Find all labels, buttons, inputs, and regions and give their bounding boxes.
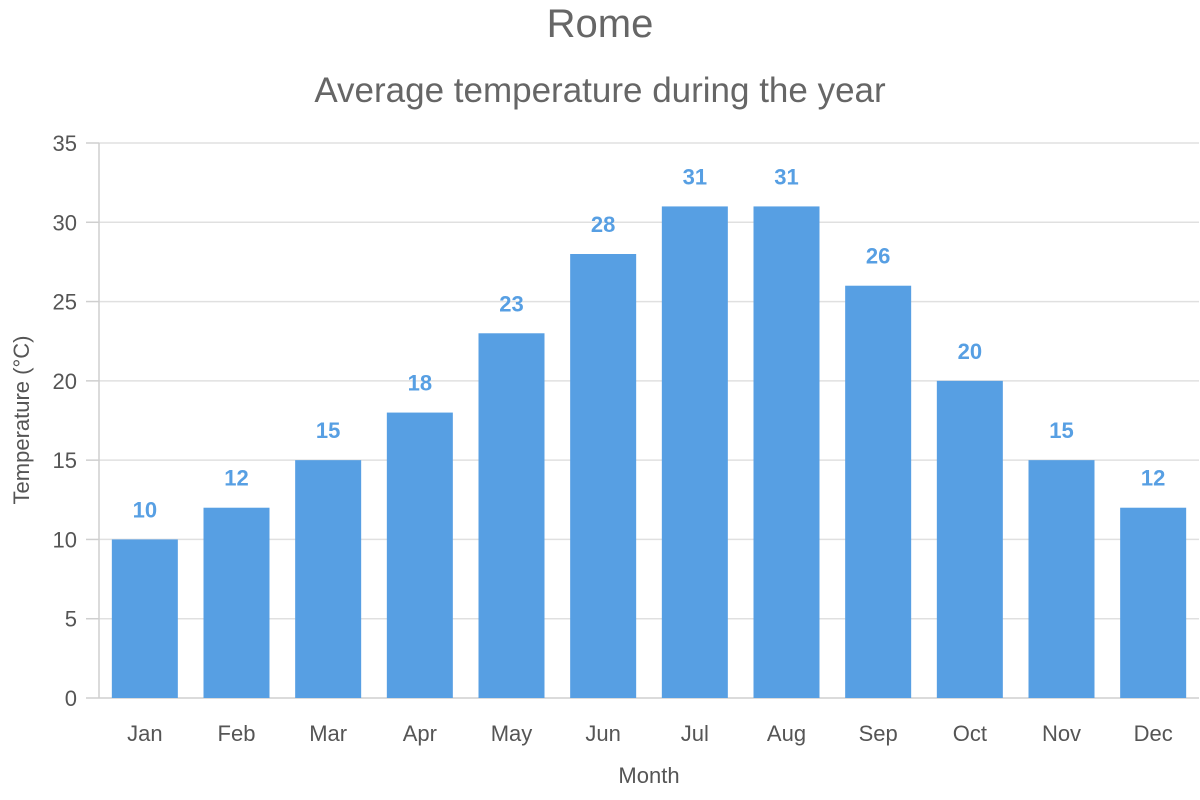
bar-jan — [111, 539, 178, 698]
x-tick-label: Mar — [309, 721, 347, 746]
y-tick-label: 10 — [53, 527, 77, 552]
x-tick-label: Feb — [218, 721, 256, 746]
x-tick-label: Dec — [1134, 721, 1173, 746]
data-label: 15 — [316, 418, 340, 443]
data-labels: 10 12 15 18 23 28 31 31 26 20 15 12 — [133, 164, 1166, 522]
bar-feb — [203, 507, 270, 698]
bar-may — [478, 333, 545, 698]
chart-title: Rome — [547, 2, 654, 46]
bar-dec — [1120, 507, 1187, 698]
x-tick-label: Nov — [1042, 721, 1081, 746]
axes: 0 5 10 15 20 25 30 35 Jan Feb Mar Apr May Jun Jul Aug Se… — [53, 131, 1199, 746]
data-label: 26 — [866, 244, 890, 269]
data-label: 28 — [591, 212, 615, 237]
x-tick-label: Aug — [767, 721, 806, 746]
bar-mar — [295, 460, 362, 698]
bar-jul — [661, 206, 728, 698]
y-tick-label: 0 — [65, 686, 77, 711]
chart-subtitle: Average temperature during the year — [314, 71, 886, 110]
y-tick-label: 5 — [65, 607, 77, 632]
x-tick-label: Jun — [585, 721, 620, 746]
bar-sep — [845, 285, 912, 698]
y-tick-label: 15 — [53, 448, 77, 473]
x-tick-label: May — [491, 721, 533, 746]
x-tick-label: Oct — [953, 721, 987, 746]
x-tick-label: Jan — [127, 721, 162, 746]
data-label: 15 — [1049, 418, 1073, 443]
data-label: 18 — [408, 371, 432, 396]
y-tick-label: 20 — [53, 369, 77, 394]
y-tick-label: 35 — [53, 131, 77, 156]
data-label: 31 — [774, 164, 798, 189]
x-tick-label: Apr — [403, 721, 437, 746]
bar-nov — [1028, 460, 1095, 698]
y-tick-label: 30 — [53, 210, 77, 235]
x-axis-title: Month — [618, 763, 679, 788]
y-axis-title: Temperature (°C) — [9, 336, 34, 505]
bar-apr — [386, 412, 453, 698]
bar-oct — [936, 380, 1003, 698]
x-tick-label: Sep — [859, 721, 898, 746]
data-label: 23 — [499, 291, 523, 316]
data-label: 12 — [1141, 466, 1165, 491]
data-label: 10 — [133, 497, 157, 522]
data-label: 20 — [958, 339, 982, 364]
x-tick-label: Jul — [681, 721, 709, 746]
gridlines — [99, 142, 1199, 620]
bar-aug — [753, 206, 820, 698]
data-label: 31 — [683, 164, 707, 189]
bar-jun — [570, 254, 637, 698]
y-tick-label: 25 — [53, 290, 77, 315]
data-label: 12 — [224, 466, 248, 491]
bars — [111, 206, 1187, 698]
